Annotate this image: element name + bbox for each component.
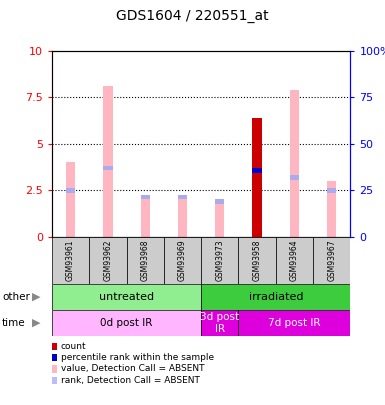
Bar	[215, 199, 224, 204]
Text: GSM93958: GSM93958	[253, 239, 262, 281]
Bar	[327, 181, 336, 237]
Bar	[253, 168, 262, 173]
Text: untreated: untreated	[99, 292, 154, 302]
Bar	[276, 237, 313, 284]
Bar	[253, 200, 262, 237]
Bar	[141, 194, 150, 199]
Text: rank, Detection Call = ABSENT: rank, Detection Call = ABSENT	[61, 376, 199, 385]
Text: percentile rank within the sample: percentile rank within the sample	[61, 353, 214, 362]
Bar	[253, 168, 262, 173]
Bar	[103, 86, 112, 237]
Text: ▶: ▶	[32, 318, 40, 328]
Text: 7d post IR: 7d post IR	[268, 318, 321, 328]
Text: 3d post
IR: 3d post IR	[200, 312, 239, 334]
Bar	[164, 237, 201, 284]
Bar	[66, 188, 75, 193]
Text: other: other	[2, 292, 30, 302]
Text: ▶: ▶	[32, 292, 40, 302]
Bar	[66, 162, 75, 237]
Bar	[52, 310, 201, 336]
Text: GSM93968: GSM93968	[141, 239, 150, 281]
Bar	[290, 90, 299, 237]
Bar	[89, 237, 127, 284]
Text: irradiated: irradiated	[248, 292, 303, 302]
Text: GSM93969: GSM93969	[178, 239, 187, 281]
Bar	[52, 237, 89, 284]
Bar	[290, 175, 299, 180]
Bar	[215, 200, 224, 237]
Bar	[327, 188, 336, 193]
Bar	[201, 284, 350, 310]
Text: GSM93973: GSM93973	[215, 239, 224, 281]
Bar	[201, 237, 238, 284]
Bar	[127, 237, 164, 284]
Text: GSM93962: GSM93962	[104, 239, 112, 281]
Bar	[313, 237, 350, 284]
Text: GDS1604 / 220551_at: GDS1604 / 220551_at	[116, 9, 269, 23]
Text: GSM93967: GSM93967	[327, 239, 336, 281]
Bar	[141, 196, 150, 237]
Bar	[238, 237, 276, 284]
Text: value, Detection Call = ABSENT: value, Detection Call = ABSENT	[61, 364, 204, 373]
Text: count: count	[61, 342, 86, 351]
Text: GSM93964: GSM93964	[290, 239, 299, 281]
Bar	[253, 118, 262, 237]
Bar	[52, 284, 201, 310]
Bar	[238, 310, 350, 336]
Bar	[178, 194, 187, 199]
Bar	[103, 166, 112, 171]
Bar	[201, 310, 238, 336]
Text: time: time	[2, 318, 25, 328]
Text: GSM93961: GSM93961	[66, 239, 75, 281]
Bar	[178, 196, 187, 237]
Text: 0d post IR: 0d post IR	[100, 318, 153, 328]
